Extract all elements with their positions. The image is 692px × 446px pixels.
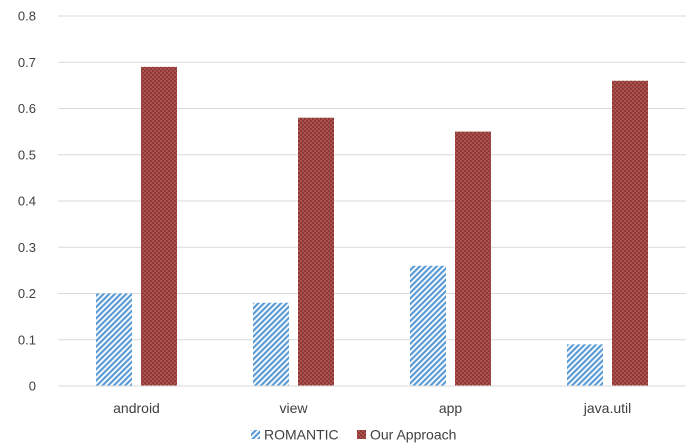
x-category-label: java.util <box>583 400 631 416</box>
romantic-bar <box>410 265 446 386</box>
x-category-label: android <box>113 400 160 416</box>
romantic-bar <box>567 344 603 386</box>
our-approach-bar <box>141 66 177 386</box>
legend-label-our-approach: Our Approach <box>370 427 456 443</box>
y-axis-tick-labels: 0 0.1 0.2 0.3 0.4 0.5 0.6 0.7 0.8 <box>18 9 36 394</box>
legend-swatch-our-approach <box>357 430 366 439</box>
y-tick-label: 0.6 <box>18 101 36 116</box>
y-tick-label: 0.5 <box>18 147 36 162</box>
y-tick-label: 0.8 <box>18 9 36 24</box>
our-approach-bar <box>612 80 648 386</box>
romantic-bar <box>96 293 132 386</box>
y-tick-label: 0.3 <box>18 240 36 255</box>
legend-swatch-romantic <box>251 430 260 439</box>
legend: ROMANTIC Our Approach <box>251 427 456 443</box>
y-tick-label: 0.1 <box>18 332 36 347</box>
our-approach-bar <box>298 117 334 386</box>
x-category-label: app <box>439 400 463 416</box>
bars <box>96 66 648 386</box>
y-tick-label: 0.4 <box>18 194 36 209</box>
x-axis-category-labels: android view app java.util <box>113 400 631 416</box>
legend-label-romantic: ROMANTIC <box>264 427 339 443</box>
y-tick-label: 0.2 <box>18 286 36 301</box>
x-category-label: view <box>279 400 308 416</box>
romantic-bar <box>253 302 289 386</box>
y-tick-label: 0 <box>29 379 36 394</box>
our-approach-bar <box>455 131 491 386</box>
y-tick-label: 0.7 <box>18 55 36 70</box>
